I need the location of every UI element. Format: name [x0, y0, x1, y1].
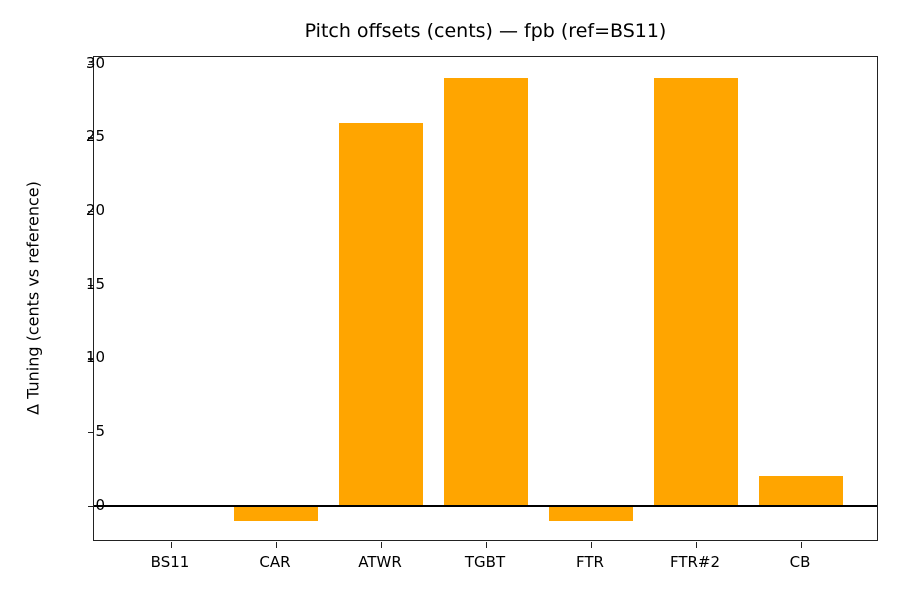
bar-car — [234, 505, 318, 521]
bar-ftr2 — [654, 78, 738, 506]
y-tick-label: 10 — [85, 348, 105, 367]
x-tick-label: ATWR — [358, 553, 402, 571]
x-tick — [591, 542, 593, 548]
y-axis-label: Δ Tuning (cents vs reference) — [23, 181, 43, 415]
y-tick — [88, 284, 94, 286]
x-tick — [801, 542, 803, 548]
bar-atwr — [339, 122, 423, 506]
bar-cb — [759, 476, 843, 506]
y-tick-label: 5 — [95, 422, 105, 441]
y-tick — [88, 358, 94, 360]
y-tick — [88, 137, 94, 139]
y-tick-label: 15 — [85, 274, 105, 293]
x-tick — [276, 542, 278, 548]
y-tick-label: 25 — [85, 127, 105, 146]
y-tick — [88, 432, 94, 434]
x-tick-label: BS11 — [150, 553, 190, 571]
y-tick-label: 20 — [85, 201, 105, 220]
zero-reference-line — [94, 505, 877, 507]
plot-area — [88, 56, 878, 548]
x-tick — [171, 542, 173, 548]
y-tick — [88, 63, 94, 65]
bar-tgbt — [444, 78, 528, 506]
y-tick — [88, 505, 94, 508]
x-tick — [696, 542, 698, 548]
chart-title: Pitch offsets (cents) — fpb (ref=BS11) — [304, 20, 667, 42]
x-tick-label: FTR — [576, 553, 604, 571]
x-tick-label: CB — [789, 553, 811, 571]
x-tick — [381, 542, 383, 548]
y-tick — [88, 211, 94, 213]
x-tick-label: FTR#2 — [669, 553, 721, 571]
x-tick-label: TGBT — [464, 553, 506, 571]
y-tick-label: 0 — [95, 495, 105, 514]
y-tick-label: 30 — [85, 53, 105, 72]
x-tick-label: CAR — [259, 553, 291, 571]
bar-ftr — [549, 505, 633, 521]
x-tick — [486, 542, 488, 548]
